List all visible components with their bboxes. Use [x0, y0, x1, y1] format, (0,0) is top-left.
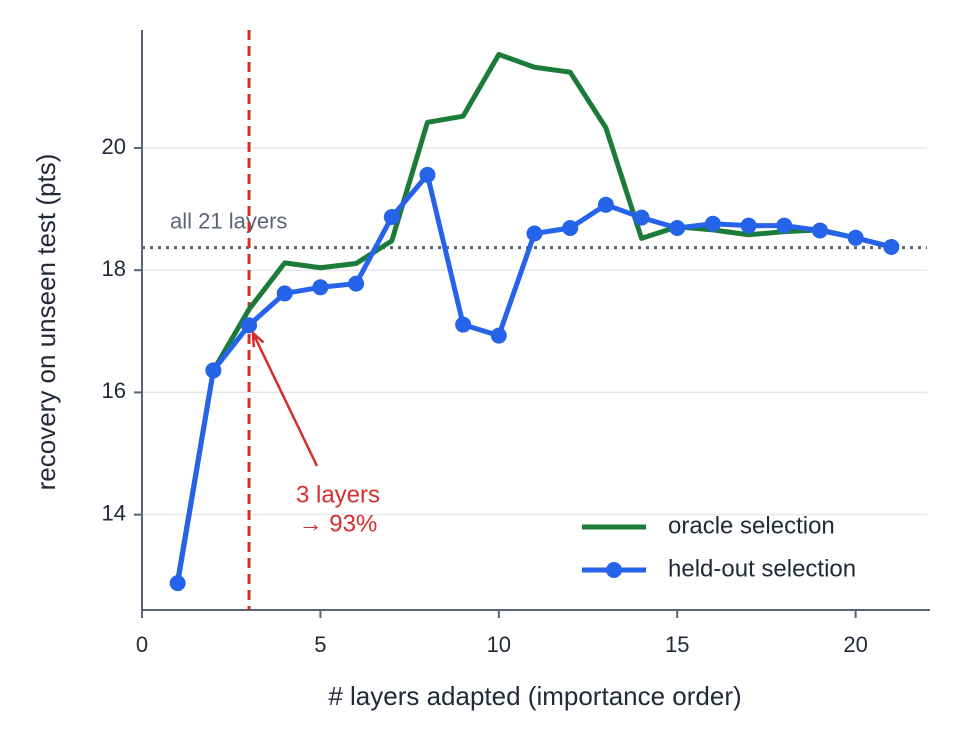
point [633, 209, 650, 226]
point [169, 575, 186, 592]
point [526, 225, 543, 242]
point [740, 217, 757, 234]
y-tick-label: 18 [102, 256, 126, 281]
y-tick-label: 14 [102, 500, 126, 525]
legend-label: held-out selection [668, 555, 856, 582]
point [490, 327, 507, 344]
point [811, 222, 828, 239]
x-tick-label: 10 [487, 632, 511, 657]
arrow-head [251, 330, 265, 348]
legend-label: oracle selection [668, 512, 835, 539]
x-tick-label: 5 [314, 632, 326, 657]
point [847, 229, 864, 246]
y-tick-label: 16 [102, 378, 126, 403]
point [597, 196, 614, 213]
point [455, 316, 472, 333]
annotation-text: 3 layers [296, 481, 380, 508]
point [776, 217, 793, 234]
point [241, 317, 258, 334]
point [419, 166, 436, 183]
legend-marker [606, 562, 622, 578]
point [348, 275, 365, 292]
x-tick-label: 15 [665, 632, 689, 657]
point [562, 220, 579, 237]
point [669, 220, 686, 237]
annotation-arrow [251, 332, 319, 467]
annotation-text: → 93% [299, 510, 378, 537]
point [383, 209, 400, 226]
point [883, 238, 900, 255]
y-axis-label: recovery on unseen test (pts) [31, 154, 61, 491]
x-axis-label: # layers adapted (importance order) [328, 681, 741, 711]
point [704, 215, 721, 232]
y-tick-label: 20 [102, 134, 126, 159]
point [312, 279, 329, 296]
point [205, 362, 222, 379]
series-line [175, 51, 892, 582]
point [276, 285, 293, 302]
x-tick-label: 0 [136, 632, 148, 657]
reference-label: all 21 layers [170, 208, 287, 233]
x-tick-label: 20 [843, 632, 867, 657]
